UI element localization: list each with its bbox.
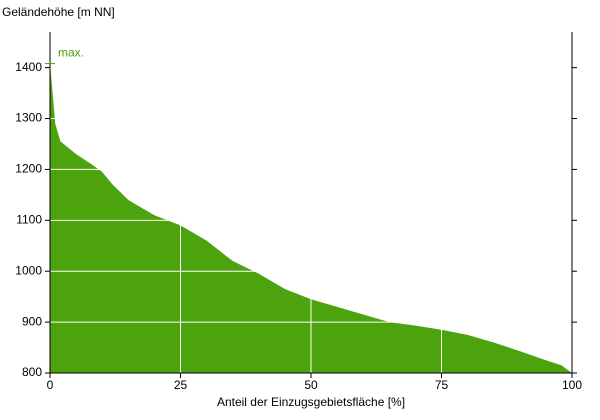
x-tick-label: 75 [435, 378, 449, 392]
y-tick-label: 800 [22, 365, 42, 379]
x-tick-label: 50 [304, 378, 318, 392]
x-tick-label: 0 [47, 378, 54, 392]
annotation: max. [58, 46, 84, 60]
x-axis-label: Anteil der Einzugsgebietsfläche [%] [217, 395, 405, 409]
y-tick-label: 900 [22, 314, 42, 328]
x-tick-label: 100 [562, 378, 582, 392]
y-tick-label: 1300 [15, 111, 42, 125]
y-tick-label: 1100 [16, 212, 42, 226]
y-tick-label: 1200 [15, 162, 42, 176]
x-tick-label: 25 [174, 378, 188, 392]
y-tick-label: 1400 [15, 60, 42, 74]
y-tick-label: 1000 [15, 263, 42, 277]
y-axis-label: Geländehöhe [m NN] [2, 5, 115, 19]
